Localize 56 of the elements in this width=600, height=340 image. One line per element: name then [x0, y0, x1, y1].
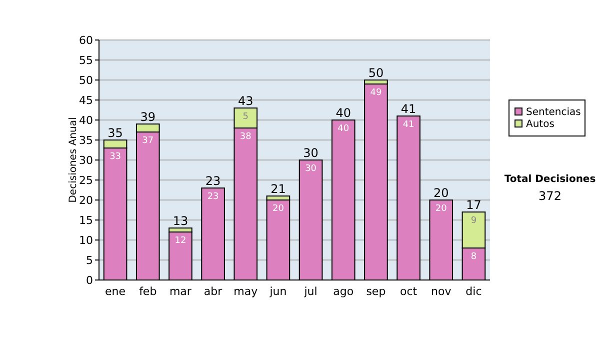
y-axis-title: Decisiones Anual: [68, 117, 79, 203]
total-label: 50: [368, 66, 384, 80]
y-tick-label: 45: [79, 94, 93, 107]
data-label: 9: [470, 216, 477, 226]
data-label: 20: [435, 204, 448, 214]
data-label: 5: [242, 112, 248, 122]
total-label: 21: [270, 182, 286, 196]
y-tick-label: 30: [79, 154, 93, 167]
total-label: 13: [172, 214, 188, 228]
y-tick-label: 50: [79, 74, 93, 87]
x-tick-label: dic: [466, 285, 482, 298]
x-tick-label: abr: [204, 285, 223, 298]
x-tick-label: oct: [400, 285, 418, 298]
legend-label: Sentencias: [526, 107, 581, 118]
x-tick-label: jul: [303, 285, 318, 298]
total-label: 39: [140, 110, 156, 124]
y-tick-label: 55: [79, 54, 93, 67]
text: 372: [538, 189, 562, 203]
y-tick-label: 15: [79, 214, 93, 227]
data-label: 40: [338, 124, 350, 134]
y-tick-label: 40: [79, 114, 93, 127]
x-tick-label: nov: [431, 285, 452, 298]
total-label: 43: [238, 94, 254, 108]
total-label: 17: [466, 198, 482, 212]
total-label: 35: [108, 126, 123, 140]
data-label: 49: [370, 88, 382, 98]
text: Total Decisiones: [504, 174, 596, 185]
total-label: 40: [336, 106, 352, 120]
data-label: 23: [207, 192, 219, 202]
x-tick-label: mar: [169, 285, 192, 298]
y-tick-label: 35: [79, 134, 93, 147]
y-tick-label: 20: [79, 194, 93, 207]
y-tick-label: 0: [86, 274, 93, 287]
legend-label: Autos: [526, 119, 554, 130]
data-label: 33: [110, 152, 122, 162]
y-tick-label: 10: [79, 234, 93, 247]
x-tick-label: ago: [333, 285, 354, 298]
data-label: 12: [174, 236, 186, 246]
data-label: 41: [402, 120, 414, 130]
x-tick-label: feb: [139, 285, 157, 298]
x-tick-label: ene: [105, 285, 126, 298]
total-label: 23: [205, 174, 221, 188]
data-label: 38: [240, 132, 252, 142]
y-tick-label: 5: [86, 254, 93, 267]
total-label: 41: [400, 102, 416, 116]
data-label: 30: [305, 164, 317, 174]
total-label: 20: [433, 186, 449, 200]
x-tick-label: sep: [366, 285, 386, 298]
data-label: 20: [272, 204, 284, 214]
data-label: 37: [142, 136, 154, 146]
x-tick-label: jun: [268, 285, 287, 298]
x-tick-label: may: [234, 285, 258, 298]
y-tick-label: 25: [79, 174, 93, 187]
y-tick-label: 60: [79, 34, 93, 47]
data-label: 8: [470, 252, 477, 262]
total-label: 30: [303, 146, 318, 160]
